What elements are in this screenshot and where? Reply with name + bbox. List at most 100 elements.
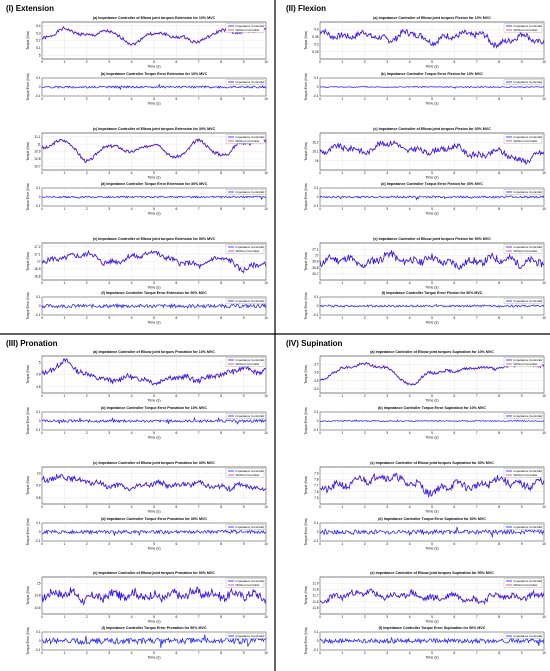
legend-entry: Impedance Controller xyxy=(236,469,265,473)
x-tick-label: 9 xyxy=(243,431,245,435)
x-tick-label: 0 xyxy=(319,615,321,619)
subplot-title: (b) Impedance Controller Torque Error Su… xyxy=(378,406,486,410)
x-tick-label: 0 xyxy=(319,171,321,175)
y-tick-label: 10.8 xyxy=(34,157,40,161)
legend-entry: Without Controller xyxy=(236,362,260,366)
legend-entry: Impedance Controller xyxy=(236,190,265,194)
legend-entry: Without Controller xyxy=(236,139,260,143)
y-tick-label: -0.1 xyxy=(313,648,319,652)
x-tick-label: 8 xyxy=(220,431,222,435)
x-axis-label: Time (s) xyxy=(425,510,438,514)
series-line-impedance-controller xyxy=(41,474,267,492)
x-tick-label: 2 xyxy=(86,60,88,64)
x-tick-label: 0 xyxy=(319,316,321,320)
quadrant-title-supination: (IV) Supination xyxy=(286,339,343,348)
x-tick-label: 1 xyxy=(342,281,344,285)
x-tick-label: 1 xyxy=(342,651,344,655)
y-axis-label: Torque Error (Nm) xyxy=(304,518,308,545)
y-tick-label: 10.7 xyxy=(34,165,40,169)
x-tick-label: 6 xyxy=(176,505,178,509)
x-tick-label: 0 xyxy=(319,431,321,435)
y-tick-label: 0 xyxy=(317,639,319,643)
x-tick-label: 7 xyxy=(476,316,478,320)
x-tick-label: 10 xyxy=(264,281,268,285)
x-tick-label: 1 xyxy=(342,394,344,398)
y-tick-label: 0 xyxy=(317,85,319,89)
x-tick-label: 5 xyxy=(431,431,433,435)
x-tick-label: 6 xyxy=(454,60,456,64)
series-line-impedance-controller xyxy=(319,526,545,538)
x-tick-label: 9 xyxy=(521,281,523,285)
x-tick-label: 9 xyxy=(243,505,245,509)
y-tick-label: 0 xyxy=(317,419,319,423)
y-tick-label: -0.1 xyxy=(35,204,41,208)
y-axis-label: Torque (Nm) xyxy=(304,142,308,161)
x-tick-label: 4 xyxy=(131,60,133,64)
y-axis-label: Torque Error (Nm) xyxy=(26,518,30,545)
y-tick-label: 3.6 xyxy=(314,371,319,375)
series-line-impedance-controller xyxy=(319,419,545,422)
x-tick-label: 9 xyxy=(521,171,523,175)
x-tick-label: 6 xyxy=(176,542,178,546)
y-tick-label: 7.8 xyxy=(314,478,319,482)
x-tick-label: 3 xyxy=(108,651,110,655)
x-tick-label: 0 xyxy=(41,615,43,619)
series-line-impedance-controller xyxy=(41,634,267,648)
x-tick-label: 9 xyxy=(243,316,245,320)
x-tick-label: 9 xyxy=(243,542,245,546)
x-axis-label: Time (s) xyxy=(425,65,438,69)
x-tick-label: 3 xyxy=(108,171,110,175)
y-tick-label: -0.1 xyxy=(313,204,319,208)
x-tick-label: 8 xyxy=(498,171,500,175)
subplot-III-d: (d) Impedance Controller Torque Error Pr… xyxy=(26,517,268,551)
subplot-I-f: (f) Impedance Controller Torque Error Ex… xyxy=(26,291,268,325)
x-tick-label: 10 xyxy=(542,281,546,285)
subplot-title: (e) Impedance Controller of Elbow joint … xyxy=(93,571,215,575)
x-tick-label: 8 xyxy=(498,60,500,64)
x-tick-label: 1 xyxy=(342,316,344,320)
legend-box xyxy=(225,468,265,478)
legend-entry: Without Controller xyxy=(514,249,538,253)
x-tick-label: 7 xyxy=(198,97,200,101)
x-tick-label: 6 xyxy=(454,394,456,398)
legend: Impedance Controller xyxy=(503,298,542,304)
subplot-IV-b: (b) Impedance Controller Torque Error Su… xyxy=(304,406,546,440)
series-line-impedance-controller xyxy=(319,637,545,646)
x-tick-label: 6 xyxy=(176,97,178,101)
series-line-impedance-controller xyxy=(41,528,267,536)
legend-entry: Impedance Controller xyxy=(514,469,543,473)
legend-entry: Impedance Controller xyxy=(236,245,265,249)
subplot-title: (a) Impedance Controller of Elbow joint … xyxy=(93,16,216,20)
x-tick-label: 3 xyxy=(386,651,388,655)
y-tick-label: 14.8 xyxy=(34,594,40,598)
subplot-I-d: (d) Impedance Controller Torque Error Ex… xyxy=(26,182,268,216)
x-tick-label: 7 xyxy=(198,615,200,619)
y-tick-label: 10 xyxy=(37,471,41,475)
x-tick-label: 10 xyxy=(542,60,546,64)
x-tick-label: 5 xyxy=(153,394,155,398)
x-tick-label: 2 xyxy=(86,431,88,435)
x-tick-label: 8 xyxy=(498,207,500,211)
x-tick-label: 2 xyxy=(364,207,366,211)
x-tick-label: 5 xyxy=(431,60,433,64)
subplot-II-d: (d) Impedance Controller Torque Error Fl… xyxy=(304,182,546,216)
y-tick-label: -0.1 xyxy=(313,539,319,543)
y-axis-label: Torque (Nm) xyxy=(26,142,30,161)
x-tick-label: 2 xyxy=(364,97,366,101)
x-tick-label: 3 xyxy=(386,615,388,619)
x-tick-label: 6 xyxy=(176,316,178,320)
x-tick-label: 3 xyxy=(386,431,388,435)
y-tick-label: 11.5 xyxy=(313,606,319,610)
x-tick-label: 2 xyxy=(86,394,88,398)
y-axis-label: Torque Error (Nm) xyxy=(304,183,308,210)
y-tick-label: 16.9 xyxy=(34,267,40,271)
x-tick-label: 8 xyxy=(498,651,500,655)
x-tick-label: 4 xyxy=(409,651,411,655)
legend-box xyxy=(503,357,543,367)
quadrant-title-flexion: (II) Flexion xyxy=(286,4,326,13)
x-tick-label: 4 xyxy=(131,542,133,546)
x-tick-label: 2 xyxy=(364,505,366,509)
